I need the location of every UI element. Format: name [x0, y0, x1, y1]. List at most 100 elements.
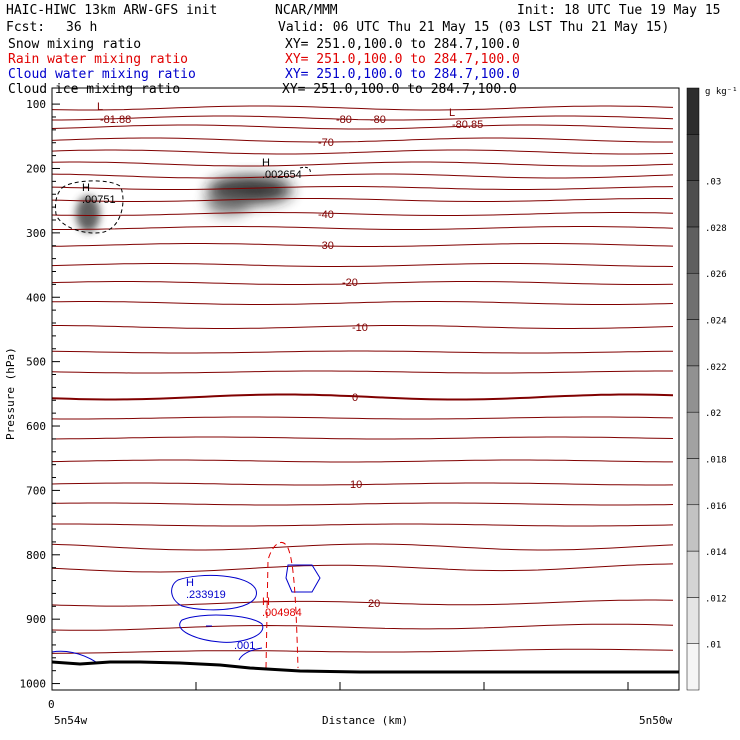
- extremum-l1-mark: L: [97, 101, 103, 113]
- isotherm-line: [52, 212, 674, 216]
- colorbar-cell: [686, 87, 700, 135]
- isotherm-line: [52, 350, 674, 354]
- isotherm-label-minus20: -20: [342, 277, 358, 289]
- colorbar-tick-label: .02: [705, 409, 721, 419]
- legend-cloud-water-xy: XY= 251.0,100.0 to 284.7,100.0: [285, 67, 520, 82]
- isotherm-line: [52, 105, 674, 111]
- isotherm-line: [52, 173, 674, 179]
- y-tick-label-400: 400: [26, 291, 46, 304]
- cloud-water-contour-3: [285, 564, 321, 593]
- colorbar-cell: [686, 134, 700, 181]
- extremum-h-snow-value: .00751: [82, 194, 116, 206]
- isotherm-line: [52, 137, 673, 143]
- legend-rain-xy: XY= 251.0,100.0 to 284.7,100.0: [285, 52, 520, 67]
- isotherm-label-group: -80 -80 -70 -40 -30 -20 -10 0 10 20: [318, 114, 386, 610]
- extremum-h-snow-mark: H: [82, 182, 90, 194]
- isotherm-line: [52, 161, 674, 167]
- extremum-h-rain-value: .004984: [262, 607, 302, 619]
- isotherm-line: [52, 186, 674, 190]
- isotherm-line: [52, 599, 674, 607]
- isotherm-line: [52, 543, 674, 551]
- isotherm-label-minus80-a: -80: [336, 114, 352, 126]
- isotherm-label-10: 10: [350, 479, 362, 491]
- isotherm-line: [52, 623, 674, 631]
- isotherm-line: [52, 281, 674, 285]
- isotherm-line: [52, 436, 674, 440]
- extrema-group: L -81.88 L -80.85 H .002654 H .00751 H .…: [82, 101, 483, 652]
- isotherm-line: [52, 226, 674, 230]
- x-axis-label: Distance (km): [322, 714, 408, 727]
- legend-snow-xy: XY= 251.0,100.0 to 284.7,100.0: [285, 37, 520, 52]
- extremum-l2-value: -80.85: [452, 119, 483, 131]
- isotherm-label-20: 20: [368, 598, 380, 610]
- extremum-h-rain-mark: H: [262, 596, 270, 608]
- fcst-value: 36 h: [66, 20, 97, 35]
- org-title: NCAR/MMM: [275, 3, 338, 18]
- y-tick-label-700: 700: [26, 484, 46, 497]
- isotherm-line: [52, 459, 673, 463]
- isotherm-group: [52, 105, 674, 654]
- x-right-endpoint: 5n50w: [639, 714, 672, 727]
- isotherm-line: [52, 198, 674, 202]
- legend-snow-name: Snow mixing ratio: [8, 37, 141, 52]
- isotherm-line: [52, 243, 674, 247]
- isotherm-label-0: 0: [352, 392, 358, 404]
- y-axis-label: Pressure (hPa): [4, 347, 17, 440]
- fcst-label: Fcst:: [6, 20, 45, 35]
- cloud-water-contour-4: [52, 650, 97, 663]
- legend-cloud-water-name: Cloud water mixing ratio: [8, 67, 196, 82]
- colorbar-unit: g kg⁻¹: [705, 87, 738, 97]
- isotherm-line: [52, 502, 674, 506]
- isotherm-line: [52, 325, 674, 329]
- isotherm-line: [52, 263, 674, 267]
- y-tick-label-500: 500: [26, 356, 46, 369]
- y-tick-label-1000: 1000: [20, 678, 47, 691]
- isotherm-label-minus40: -40: [318, 209, 334, 221]
- isotherm-line: [52, 370, 673, 374]
- isotherm-line: [52, 523, 674, 527]
- isotherm-line: [52, 124, 674, 130]
- legend-cloud-ice-name: Cloud ice mixing ratio: [8, 82, 180, 97]
- x-axis: [51, 682, 629, 690]
- colorbar-tick-label: .018: [705, 455, 727, 465]
- isotherm-line: [52, 416, 674, 420]
- y-tick-label-800: 800: [26, 549, 46, 562]
- isotherm-line: [52, 482, 674, 486]
- colorbar-cell: [686, 550, 700, 598]
- extremum-l2-mark: L: [449, 107, 455, 119]
- extremum-h-ice-value: .002654: [262, 169, 302, 181]
- extremum-l1-value: -81.88: [100, 114, 131, 126]
- y-tick-label-600: 600: [26, 420, 46, 433]
- colorbar-tick-label: .012: [705, 594, 727, 604]
- colorbar-tick-label: .016: [705, 502, 727, 512]
- y-tick-label-200: 200: [26, 162, 46, 175]
- y-tick-label-900: 900: [26, 613, 46, 626]
- isotherm-label-minus80-b: -80: [370, 114, 386, 126]
- colorbar-cell: [686, 272, 700, 320]
- isotherm-label-minus30: -30: [318, 240, 334, 252]
- ice-shade-left: [76, 196, 100, 232]
- x-tick-label-0: 0: [48, 698, 55, 711]
- terrain-line: [52, 660, 679, 674]
- colorbar-cell: [686, 365, 700, 413]
- colorbar-tick-label: .03: [705, 178, 721, 188]
- isotherm-line: [52, 563, 674, 573]
- y-tick-label-300: 300: [26, 227, 46, 240]
- init-time: Init: 18 UTC Tue 19 May 15: [517, 3, 721, 18]
- extremum-h-ice-mark: H: [262, 157, 270, 169]
- colorbar-tick-label: .028: [705, 224, 727, 234]
- colorbar-cell: [686, 643, 700, 691]
- valid-time: Valid: 06 UTC Thu 21 May 15 (03 LST Thu …: [278, 20, 669, 35]
- snow-contour-left: [55, 180, 124, 234]
- colorbar-cell: [686, 226, 700, 274]
- ice-shade-tail: [206, 191, 250, 215]
- colorbar-tick-label: .024: [705, 317, 727, 327]
- legend-cloud-ice-xy: XY= 251.0,100.0 to 284.7,100.0: [282, 82, 517, 97]
- colorbar-cell: [686, 411, 700, 459]
- colorbar-cell: [686, 597, 700, 644]
- plot-content: [52, 105, 679, 674]
- extremum-h-cloud-mark: H: [186, 577, 194, 589]
- cloud-water-contour-label: .001: [234, 640, 255, 652]
- colorbar-cell: [686, 180, 700, 228]
- cloud-water-contour-1: [171, 574, 257, 611]
